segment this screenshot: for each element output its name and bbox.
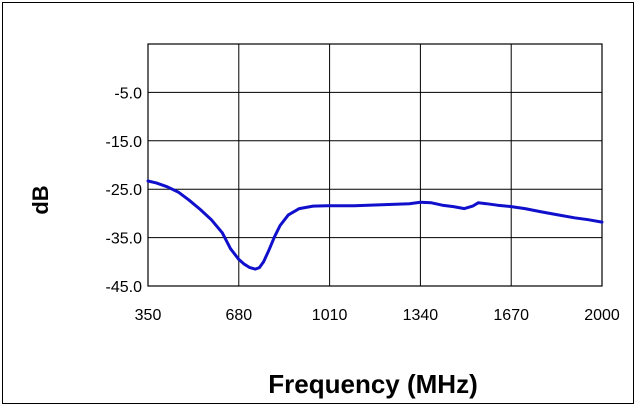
x-axis-ticks: 350 680 1010 1340 1670 2000 — [135, 307, 620, 324]
plot-border — [147, 43, 603, 287]
y-tick-label-4: -45.0 — [106, 279, 143, 296]
x-tick-label-0: 350 — [135, 307, 162, 324]
x-tick-label-3: 1340 — [403, 307, 439, 324]
y-axis-ticks: -5.0 -15.0 -25.0 -35.0 -45.0 — [106, 85, 143, 296]
x-tick-label-4: 1670 — [493, 307, 529, 324]
x-tick-label-2: 1010 — [312, 307, 348, 324]
x-tick-label-5: 2000 — [584, 307, 620, 324]
x-tick-label-1: 680 — [225, 307, 252, 324]
y-tick-label-2: -25.0 — [106, 182, 143, 199]
plot-border-rect — [147, 43, 603, 287]
y-tick-label-1: -15.0 — [106, 134, 143, 151]
plot-area — [148, 44, 602, 286]
y-tick-label-0: -5.0 — [114, 85, 142, 102]
series-group — [146, 179, 604, 271]
y-axis-title: dB — [28, 185, 53, 214]
y-tick-label-3: -35.0 — [106, 231, 143, 248]
x-axis-title: Frequency (MHz) — [268, 369, 477, 399]
series-line-0 — [146, 179, 604, 271]
